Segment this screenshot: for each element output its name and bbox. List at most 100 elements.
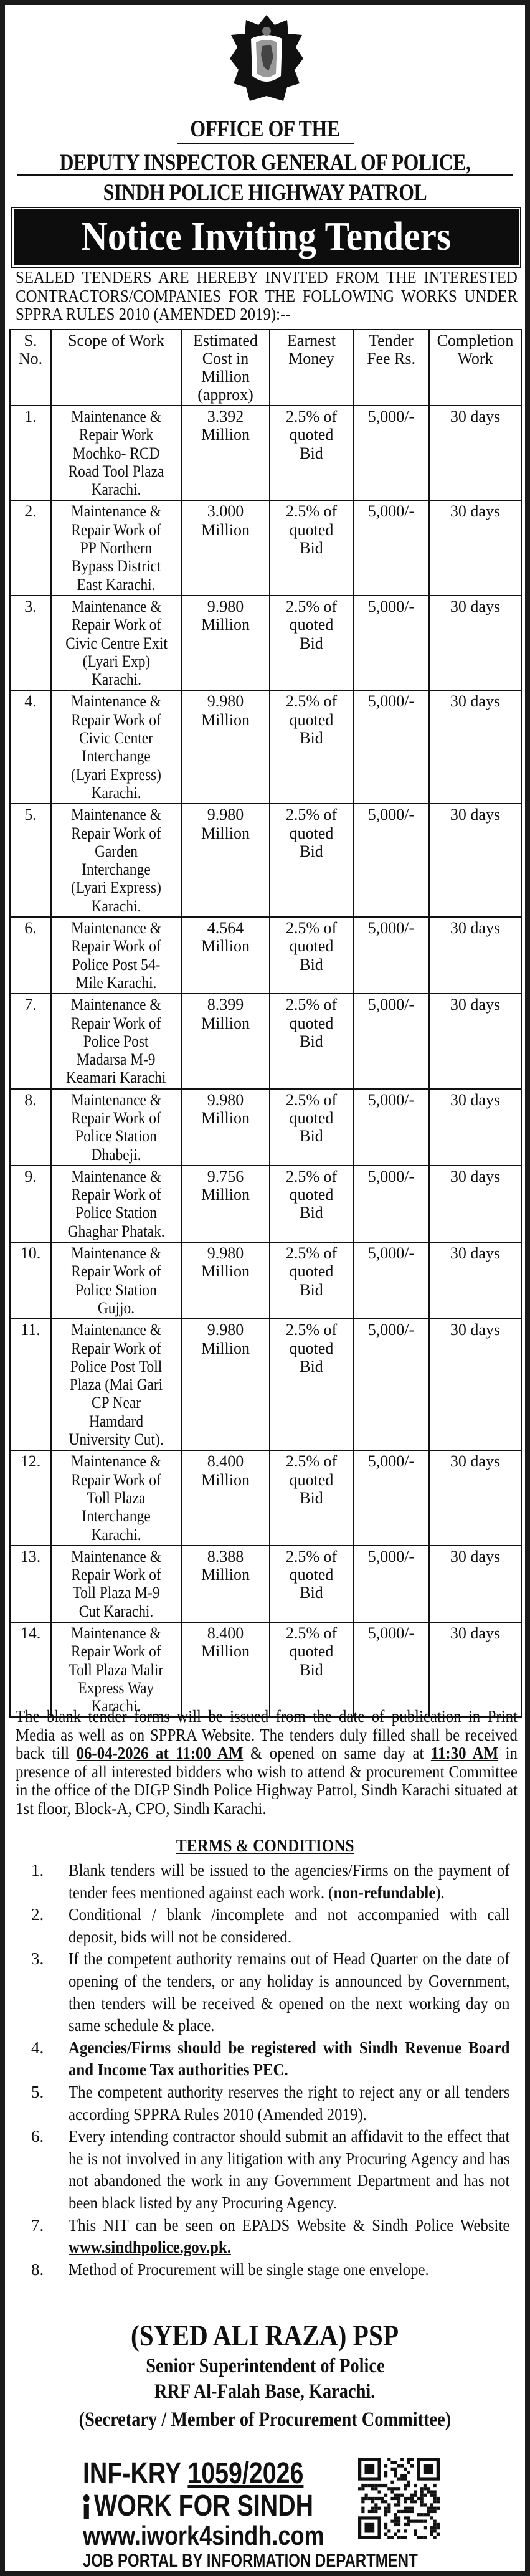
col-scope: Scope of Work [50, 329, 182, 406]
scope-text: Maintenance & Repair Work of Toll Plaza … [71, 1547, 161, 1620]
cell-cost: 9.980 Million [181, 1088, 270, 1166]
qr-module [420, 2536, 424, 2539]
signatory-designation: Senior Superintendent of Police [145, 2355, 385, 2377]
qr-module [397, 2493, 401, 2497]
col-earnest: Earnest Money [269, 329, 354, 406]
cell-fee: 5,000/- [353, 1544, 430, 1623]
scope-text: Maintenance & Repair Work of Civic Cente… [71, 692, 161, 802]
term-text: Method of Procurement will be single sta… [69, 2260, 429, 2279]
term-item: 7. This NIT can be seen on EPADS Website … [5, 2215, 509, 2259]
table-row: 8. Maintenance & Repair Work of Police St… [9, 1088, 522, 1166]
cell-no: 6. [9, 916, 52, 995]
qr-module [433, 2522, 437, 2527]
term-emphasis: non-refundable [333, 1883, 436, 1902]
cell-earnest: 2.5% of quoted Bid [269, 1088, 354, 1166]
scope-text: Maintenance & Repair Work of PP Northern… [71, 502, 161, 594]
cell-cost: 9.756 Million [181, 1164, 270, 1243]
iwork-slogan: WORK FOR SINDH [83, 2491, 313, 2522]
qr-module [371, 2500, 375, 2504]
qr-module [433, 2529, 437, 2533]
qr-module [394, 2461, 397, 2464]
qr-module [397, 2536, 401, 2539]
qr-module [423, 2483, 427, 2488]
qr-module [374, 2509, 378, 2514]
cell-no: 13. [9, 1544, 52, 1623]
qr-module [414, 2490, 417, 2494]
qr-module [433, 2506, 437, 2510]
cell-fee: 5,000/- [353, 993, 430, 1090]
qr-module [420, 2493, 424, 2497]
qr-module [407, 2519, 410, 2523]
cell-completion: 30 days [428, 404, 522, 501]
qr-module [390, 2480, 394, 2484]
qr-module [433, 2536, 437, 2539]
col-cost: Estimated Cost in Million (approx) [181, 329, 270, 406]
qr-module [367, 2509, 371, 2514]
term-number: 3. [31, 1949, 44, 1969]
divider [17, 174, 513, 176]
term-number: 5. [31, 2082, 44, 2101]
scope-text: Maintenance & Repair Work of Garden Inte… [71, 806, 161, 915]
qr-module [427, 2509, 430, 2514]
qr-module [407, 2470, 410, 2474]
qr-module [430, 2529, 433, 2533]
qr-module [400, 2474, 404, 2478]
qr-module [384, 2464, 388, 2468]
qr-module [427, 2506, 430, 2510]
header-dig: DEPUTY INSPECTOR GENERAL OF POLICE, [59, 150, 471, 176]
table-row: 11. Maintenance & Repair Work of Police P… [9, 1318, 522, 1452]
qr-module [397, 2516, 401, 2520]
qr-module [400, 2464, 404, 2468]
header-office: OFFICE OF THE [190, 116, 340, 142]
qr-module [397, 2529, 401, 2533]
qr-code-icon[interactable] [358, 2458, 440, 2539]
qr-module [430, 2493, 433, 2497]
cell-completion: 30 days [428, 993, 522, 1090]
qr-module [374, 2496, 378, 2501]
cell-no: 2. [9, 500, 52, 596]
qr-module [397, 2509, 401, 2514]
qr-module [410, 2500, 414, 2504]
col-sno: S. No. [9, 329, 52, 406]
qr-module [377, 2506, 381, 2510]
cell-earnest: 2.5% of quoted Bid [269, 1621, 354, 1718]
cell-scope: Maintenance & Repair Work of Toll Plaza … [50, 1621, 182, 1718]
qr-module [397, 2496, 401, 2501]
term-number: 6. [31, 2127, 44, 2146]
qr-module [361, 2483, 365, 2488]
term-item: 8. Method of Procurement will be single s… [5, 2259, 509, 2281]
qr-module [361, 2500, 365, 2504]
cell-earnest: 2.5% of quoted Bid [269, 690, 354, 805]
qr-module [384, 2493, 388, 2497]
qr-module [374, 2487, 378, 2491]
term-item: 3. If the competent authority remains out… [5, 1948, 509, 2037]
cell-no: 11. [9, 1318, 52, 1452]
qr-module [417, 2513, 420, 2517]
cell-completion: 30 days [428, 1450, 522, 1546]
cell-completion: 30 days [428, 1088, 522, 1166]
iwork-website[interactable]: www.iwork4sindh.com [83, 2521, 324, 2551]
qr-module [397, 2477, 401, 2481]
qr-module [387, 2509, 391, 2514]
qr-module [433, 2519, 437, 2523]
qr-module [407, 2522, 410, 2527]
qr-module [433, 2509, 437, 2514]
cell-scope: Maintenance & Repair Work of Police Post… [50, 1318, 182, 1452]
cell-no: 7. [9, 993, 52, 1090]
scope-text: Maintenance & Repair Work of Police Post… [71, 919, 161, 992]
scope-text: Maintenance & Repair Work Mochko- RCD Ro… [68, 407, 164, 499]
opening-time: 11:30 AM [430, 1744, 499, 1763]
qr-module [361, 2506, 365, 2510]
qr-module [404, 2496, 407, 2501]
qr-module [414, 2483, 417, 2488]
qr-module [390, 2487, 394, 2491]
qr-module [407, 2483, 410, 2488]
table-row: 13. Maintenance & Repair Work of Toll Pla… [9, 1544, 522, 1623]
qr-module [436, 2532, 440, 2536]
qr-module [390, 2461, 394, 2464]
qr-module [423, 2513, 427, 2517]
cell-completion: 30 days [428, 1544, 522, 1623]
sindh-police-website-link[interactable]: www.sindhpolice.gov.pk. [69, 2238, 231, 2257]
cell-fee: 5,000/- [353, 690, 430, 805]
qr-module [423, 2536, 427, 2539]
